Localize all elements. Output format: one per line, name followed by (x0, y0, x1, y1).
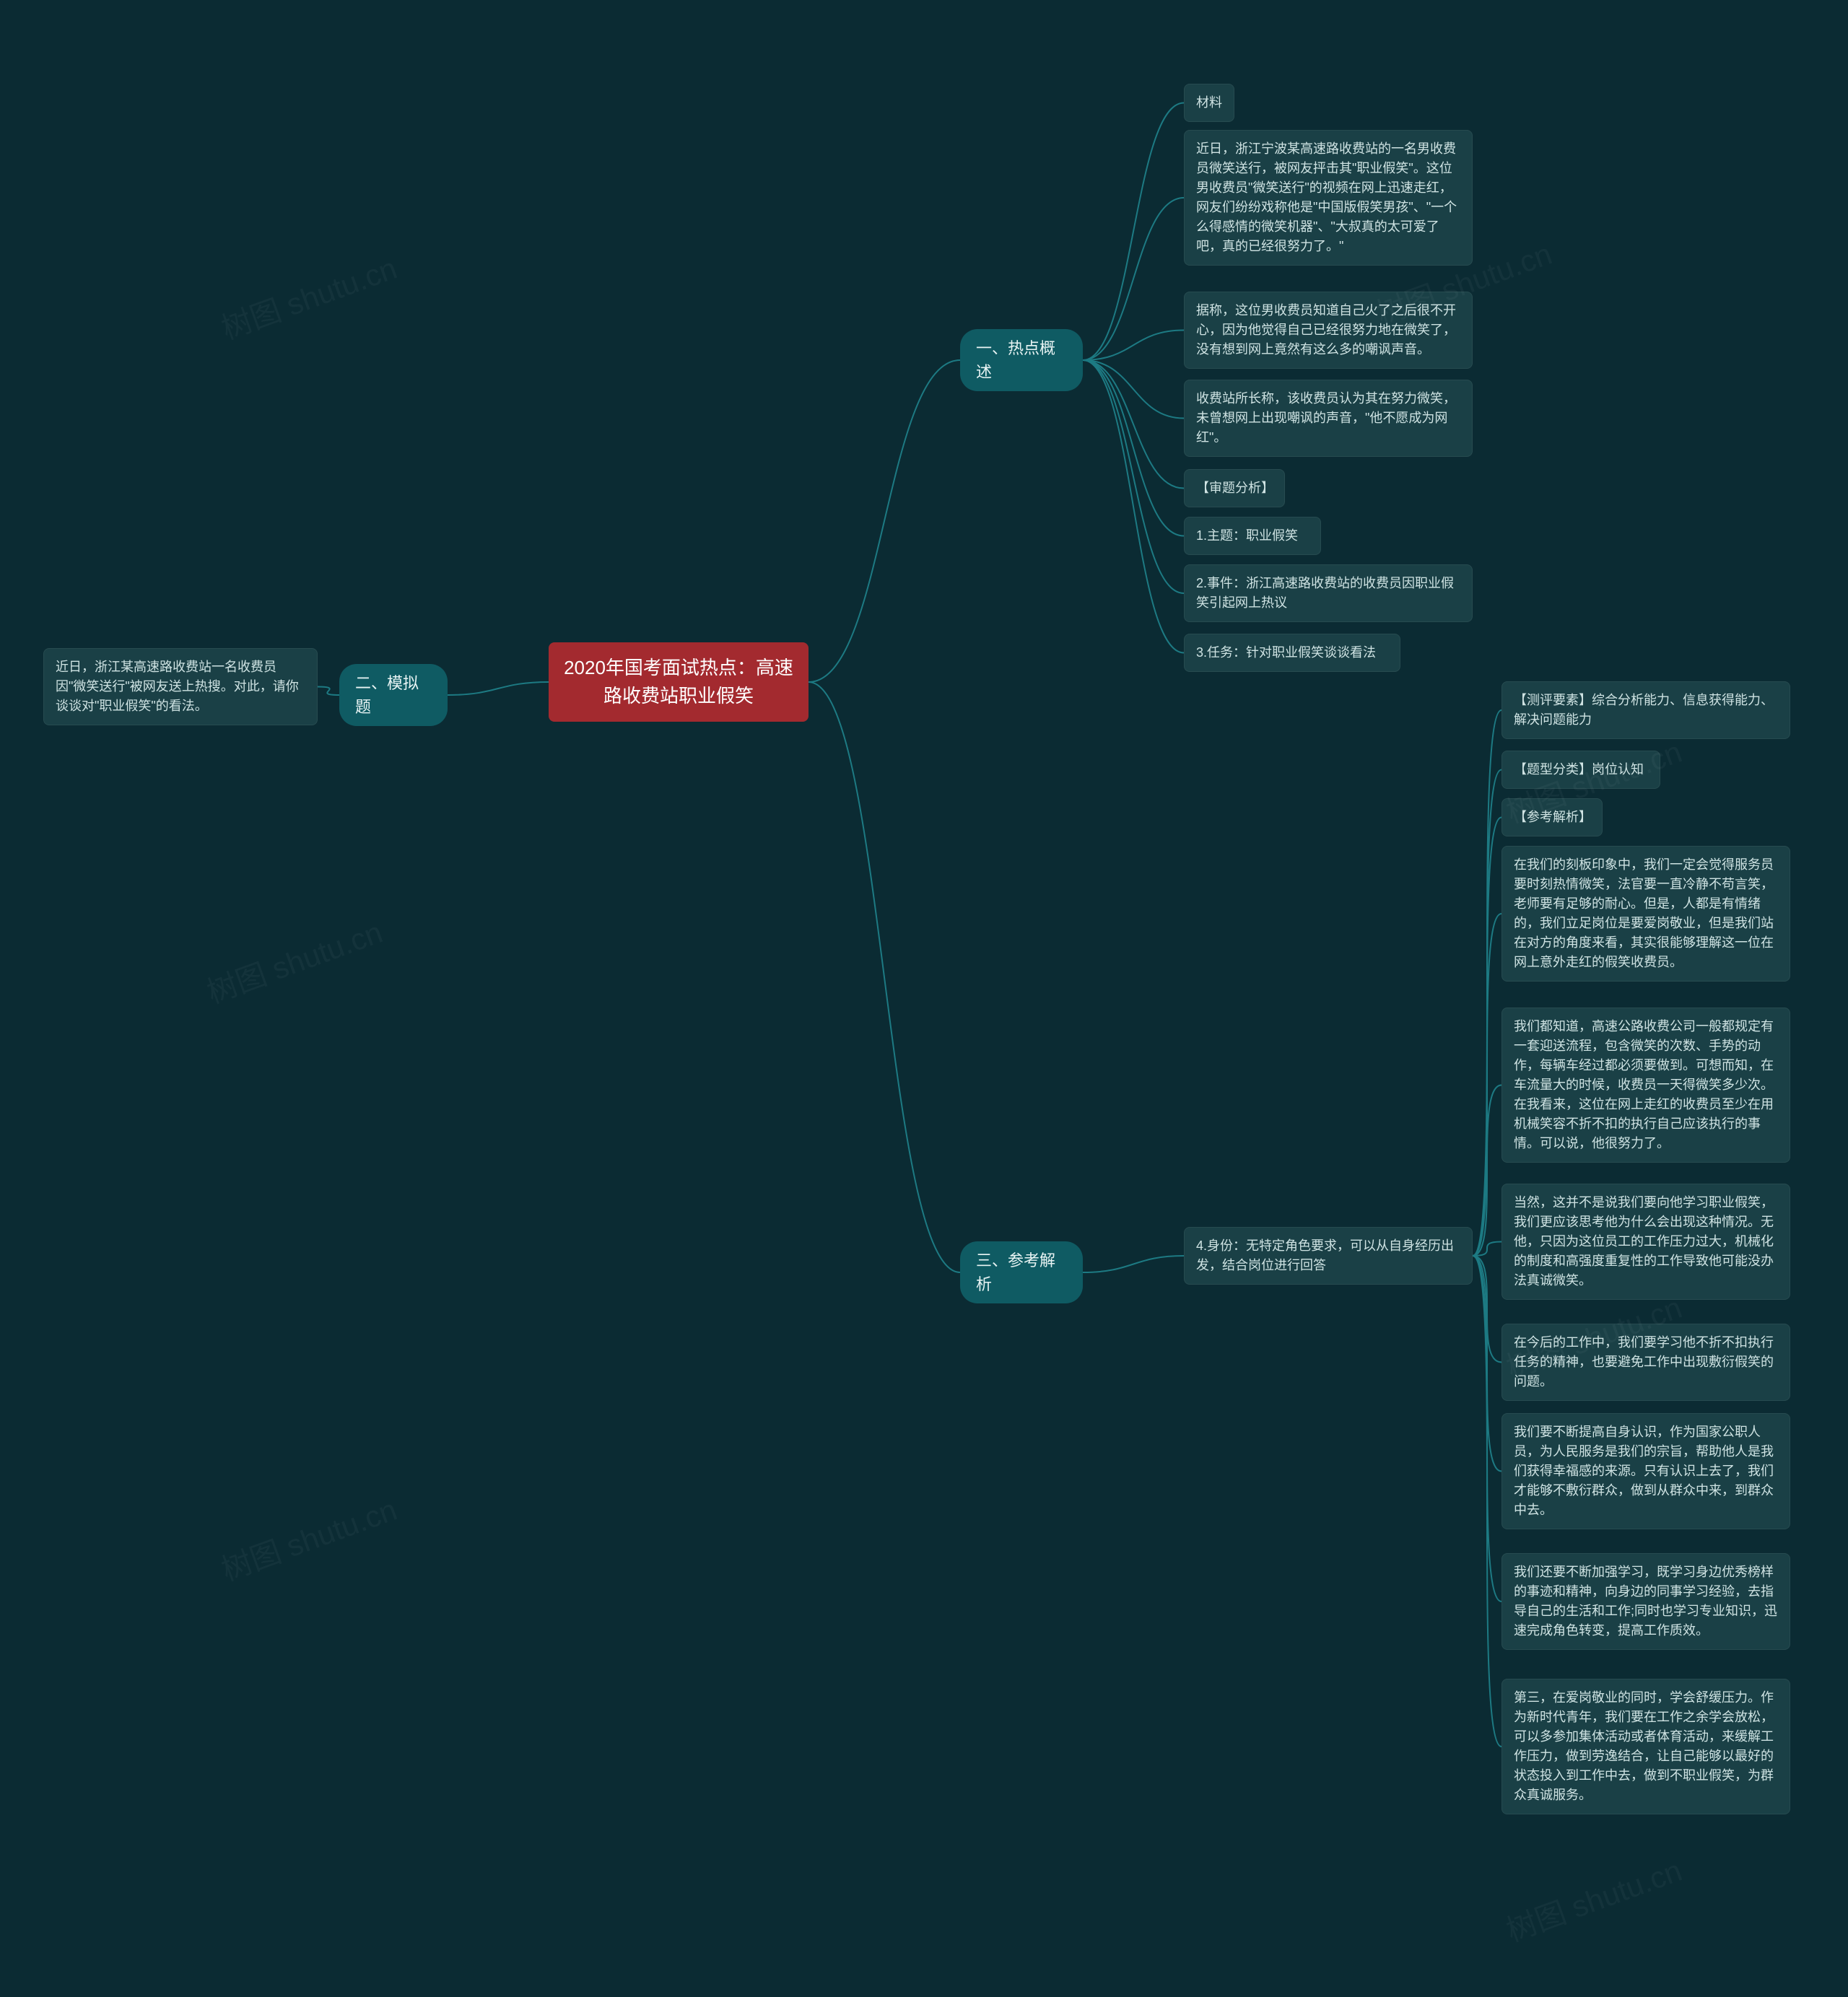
node-b3[interactable]: 三、参考解析 (960, 1241, 1083, 1303)
node-b3_l1[interactable]: 【测评要素】综合分析能力、信息获得能力、解决问题能力 (1502, 681, 1790, 739)
edge-b3_l0-b3_l10 (1473, 1256, 1502, 1747)
node-b2_l1[interactable]: 近日，浙江某高速路收费站一名收费员因"微笑送行"被网友送上热搜。对此，请你谈谈对… (43, 648, 318, 725)
edge-b3_l0-b3_l8 (1473, 1256, 1502, 1472)
node-b3_l9[interactable]: 我们还要不断加强学习，既学习身边优秀榜样的事迹和精神，向身边的同事学习经验，去指… (1502, 1553, 1790, 1650)
edge-b1-b1_l1 (1083, 103, 1184, 361)
edge-b3_l0-b3_l3 (1473, 818, 1502, 1257)
mindmap-canvas: 2020年国考面试热点：高速路收费站职业假笑 一、热点概述二、模拟题三、参考解析 材… (0, 0, 1848, 1997)
node-b3_l3[interactable]: 【参考解析】 (1502, 798, 1603, 836)
edge-b3_l0-b3_l4 (1473, 914, 1502, 1256)
node-b1_l6[interactable]: 1.主题：职业假笑 (1184, 517, 1321, 555)
node-b1_l8[interactable]: 3.任务：针对职业假笑谈谈看法 (1184, 634, 1400, 672)
node-root[interactable]: 2020年国考面试热点：高速路收费站职业假笑 (549, 642, 808, 722)
edge-root-b2 (448, 682, 549, 695)
node-b3_l5[interactable]: 我们都知道，高速公路收费公司一般都规定有一套迎送流程，包含微笑的次数、手势的动作… (1502, 1008, 1790, 1163)
node-b3_l8[interactable]: 我们要不断提高自身认识，作为国家公职人员，为人民服务是我们的宗旨，帮助他人是我们… (1502, 1413, 1790, 1529)
edge-b1-b1_l3 (1083, 331, 1184, 361)
node-b1_l2[interactable]: 近日，浙江宁波某高速路收费站的一名男收费员微笑送行，被网友抨击其"职业假笑"。这… (1184, 130, 1473, 266)
edge-b3_l0-b3_l5 (1473, 1085, 1502, 1257)
node-b1_l5[interactable]: 【审题分析】 (1184, 469, 1285, 507)
node-b1_l7[interactable]: 2.事件：浙江高速路收费站的收费员因职业假笑引起网上热议 (1184, 564, 1473, 622)
edge-b3_l0-b3_l2 (1473, 770, 1502, 1257)
edge-b1-b1_l7 (1083, 360, 1184, 593)
node-b3_l4[interactable]: 在我们的刻板印象中，我们一定会觉得服务员要时刻热情微笑，法官要一直冷静不苟言笑，… (1502, 846, 1790, 982)
edge-b3_l0-b3_l9 (1473, 1256, 1502, 1601)
watermark: 树图 shutu.cn (214, 244, 402, 348)
node-b3_l7[interactable]: 在今后的工作中，我们要学习他不折不扣执行任务的精神，也要避免工作中出现敷衍假笑的… (1502, 1324, 1790, 1401)
edge-b3-b3_l0 (1083, 1256, 1184, 1272)
edge-b2-b2_l1 (318, 687, 339, 696)
edge-b1-b1_l6 (1083, 360, 1184, 536)
node-b1_l4[interactable]: 收费站所长称，该收费员认为其在努力微笑，未曾想网上出现嘲讽的声音，"他不愿成为网… (1184, 380, 1473, 457)
node-b1_l1[interactable]: 材料 (1184, 84, 1234, 122)
watermark: 树图 shutu.cn (1499, 1846, 1687, 1950)
edge-b1-b1_l8 (1083, 360, 1184, 653)
node-b3_l2[interactable]: 【题型分类】岗位认知 (1502, 751, 1660, 789)
node-b3_l10[interactable]: 第三，在爱岗敬业的同时，学会舒缓压力。作为新时代青年，我们要在工作之余学会放松，… (1502, 1679, 1790, 1814)
edge-b1-b1_l2 (1083, 198, 1184, 360)
edge-root-b1 (808, 360, 960, 682)
node-b3_l0[interactable]: 4.身份：无特定角色要求，可以从自身经历出发，结合岗位进行回答 (1184, 1227, 1473, 1285)
edge-b1-b1_l5 (1083, 360, 1184, 489)
watermark: 树图 shutu.cn (200, 908, 388, 1012)
edge-b1-b1_l4 (1083, 360, 1184, 419)
node-b1_l3[interactable]: 据称，这位男收费员知道自己火了之后很不开心，因为他觉得自己已经很努力地在微笑了，… (1184, 292, 1473, 369)
node-b1[interactable]: 一、热点概述 (960, 329, 1083, 391)
edge-root-b3 (808, 682, 960, 1272)
edge-b3_l0-b3_l7 (1473, 1256, 1502, 1363)
node-b3_l6[interactable]: 当然，这并不是说我们要向他学习职业假笑，我们更应该思考他为什么会出现这种情况。无… (1502, 1184, 1790, 1300)
node-b2[interactable]: 二、模拟题 (339, 664, 448, 726)
watermark: 树图 shutu.cn (214, 1485, 402, 1589)
edge-b3_l0-b3_l6 (1473, 1242, 1502, 1257)
edge-b3_l0-b3_l1 (1473, 710, 1502, 1256)
